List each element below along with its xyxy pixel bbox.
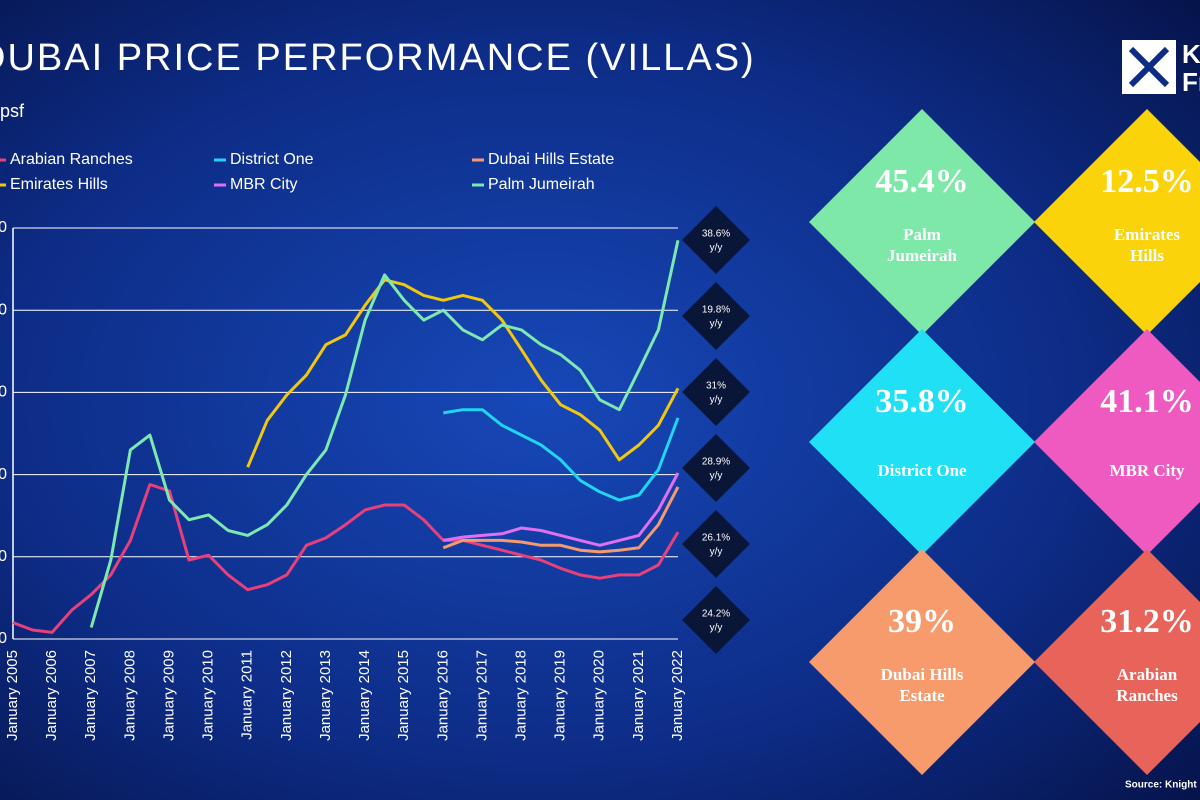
series-line (12, 483, 680, 634)
highlight-name: Arabian (1117, 665, 1178, 684)
y-axis-label: psf (0, 101, 25, 121)
yoy-badge (682, 358, 750, 426)
highlight-name: Estate (899, 686, 945, 705)
series-line (89, 239, 680, 628)
series-line (442, 486, 680, 554)
yoy-value: 28.9% (702, 457, 730, 468)
yoy-value: 19.8% (702, 305, 730, 316)
yoy-badge (682, 586, 750, 654)
yoy-note: y/y (710, 547, 723, 558)
y-tick-label: 1500 (0, 466, 7, 483)
legend-label: Palm Jumeirah (488, 176, 595, 193)
yoy-note: y/y (710, 395, 723, 406)
y-tick-label: 500 (0, 630, 7, 647)
logo-text: Frank (1182, 67, 1200, 97)
legend-label: Dubai Hills Estate (488, 151, 614, 168)
highlight-diamond (809, 109, 1035, 335)
y-tick-label: 2500 (0, 301, 7, 318)
x-tick-label: January 2013 (317, 650, 334, 741)
yoy-value: 38.6% (702, 229, 730, 240)
highlight-value: 31.2% (1100, 603, 1194, 640)
highlight-name: MBR City (1109, 461, 1185, 480)
x-tick-label: January 2022 (669, 650, 686, 741)
highlight-value: 12.5% (1100, 163, 1194, 200)
highlight-name: Hills (1130, 246, 1164, 265)
highlight-name: District One (877, 461, 967, 480)
highlight-diamond (809, 549, 1035, 775)
yoy-value: 26.1% (702, 533, 730, 544)
y-tick-label: 3000 (0, 219, 7, 236)
legend-label: Emirates Hills (10, 176, 108, 193)
yoy-value: 31% (706, 381, 726, 392)
x-tick-label: January 2005 (4, 650, 21, 741)
highlight-diamond (809, 329, 1035, 555)
x-tick-label: January 2017 (473, 650, 490, 741)
series-line (246, 278, 680, 468)
highlight-value: 39% (888, 603, 956, 640)
series-line (443, 472, 680, 547)
x-tick-label: January 2015 (395, 650, 412, 741)
yoy-note: y/y (710, 471, 723, 482)
y-tick-label: 2000 (0, 384, 7, 401)
x-tick-label: January 2019 (552, 650, 569, 741)
x-tick-label: January 2011 (239, 650, 256, 740)
x-tick-label: January 2007 (82, 650, 99, 741)
highlight-name: Emirates (1114, 225, 1180, 244)
yoy-value: 24.2% (702, 609, 730, 620)
highlight-diamond (1034, 329, 1200, 555)
x-tick-label: January 2008 (121, 650, 138, 741)
series-line (443, 408, 680, 502)
y-tick-label: 1000 (0, 548, 7, 565)
highlight-name: Jumeirah (887, 246, 957, 265)
highlight-value: 35.8% (875, 383, 969, 420)
x-tick-label: January 2006 (43, 650, 60, 741)
x-tick-label: January 2016 (434, 650, 451, 741)
x-tick-label: January 2010 (200, 650, 217, 741)
chart-title: DUBAI PRICE PERFORMANCE (VILLAS) (0, 37, 756, 79)
yoy-note: y/y (710, 623, 723, 634)
legend-label: Arabian Ranches (10, 151, 133, 168)
x-tick-label: January 2020 (591, 650, 608, 741)
yoy-note: y/y (710, 243, 723, 254)
logo: Knight Frank (1122, 39, 1200, 97)
highlight-value: 41.1% (1100, 383, 1194, 420)
x-tick-label: January 2014 (356, 650, 373, 741)
logo-text: Knight (1182, 39, 1200, 69)
yoy-badge (682, 206, 750, 274)
highlight-value: 45.4% (875, 163, 969, 200)
legend-label: MBR City (230, 176, 298, 193)
source: Source: Knight Frank (1125, 780, 1200, 791)
x-tick-label: January 2018 (512, 650, 529, 741)
logo-cross (1128, 46, 1170, 88)
highlight-name: Ranches (1116, 686, 1178, 705)
yoy-badge (682, 510, 750, 578)
highlight-diamond (1034, 109, 1200, 335)
legend-label: District One (230, 151, 314, 168)
yoy-badge (682, 434, 750, 502)
highlight-name: Palm (903, 225, 941, 244)
yoy-badge (682, 282, 750, 350)
yoy-note: y/y (710, 319, 723, 330)
highlight-name: Dubai Hills (881, 665, 964, 684)
highlight-diamond (1034, 549, 1200, 775)
x-tick-label: January 2012 (278, 650, 295, 741)
x-tick-label: January 2009 (160, 650, 177, 741)
x-tick-label: January 2021 (630, 650, 647, 741)
